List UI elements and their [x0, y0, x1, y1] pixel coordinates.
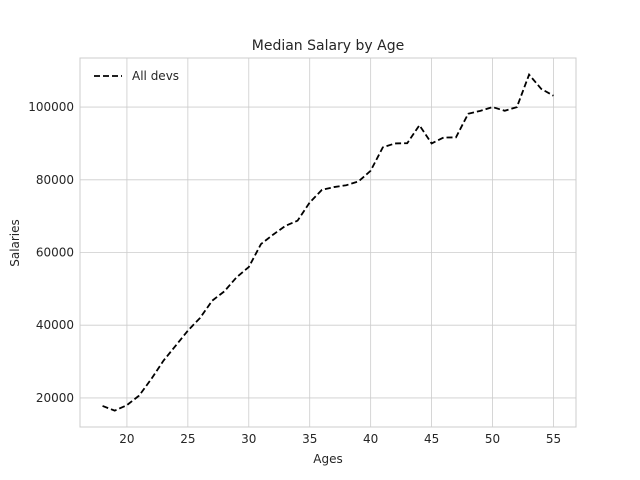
x-tick-label: 25	[180, 432, 195, 446]
grid	[80, 58, 576, 427]
legend: All devs	[94, 69, 179, 83]
y-axis-label: Salaries	[8, 219, 22, 267]
x-tick-label: 35	[302, 432, 317, 446]
y-tick-label: 100000	[28, 100, 74, 114]
x-tick-label: 45	[424, 432, 439, 446]
x-tick-label: 30	[241, 432, 256, 446]
x-tick-label: 20	[119, 432, 134, 446]
x-axis-label: Ages	[313, 452, 342, 466]
y-tick-label: 40000	[36, 318, 74, 332]
y-tick-label: 60000	[36, 245, 74, 259]
y-tick-label: 80000	[36, 173, 74, 187]
series-layer	[102, 72, 554, 412]
x-tick-label: 40	[363, 432, 378, 446]
y-tick-label: 20000	[36, 391, 74, 405]
x-tick-labels: 20 25 30 35 40 45 50 55	[119, 432, 561, 446]
plot-frame	[79, 57, 577, 428]
legend-label-all-devs: All devs	[132, 69, 179, 83]
x-tick-label: 50	[485, 432, 500, 446]
y-tick-labels: 20000 40000 60000 80000 100000	[28, 100, 74, 405]
chart-title: Median Salary by Age	[252, 38, 405, 54]
series-line-all-devs	[102, 72, 554, 412]
x-tick-label: 55	[546, 432, 561, 446]
